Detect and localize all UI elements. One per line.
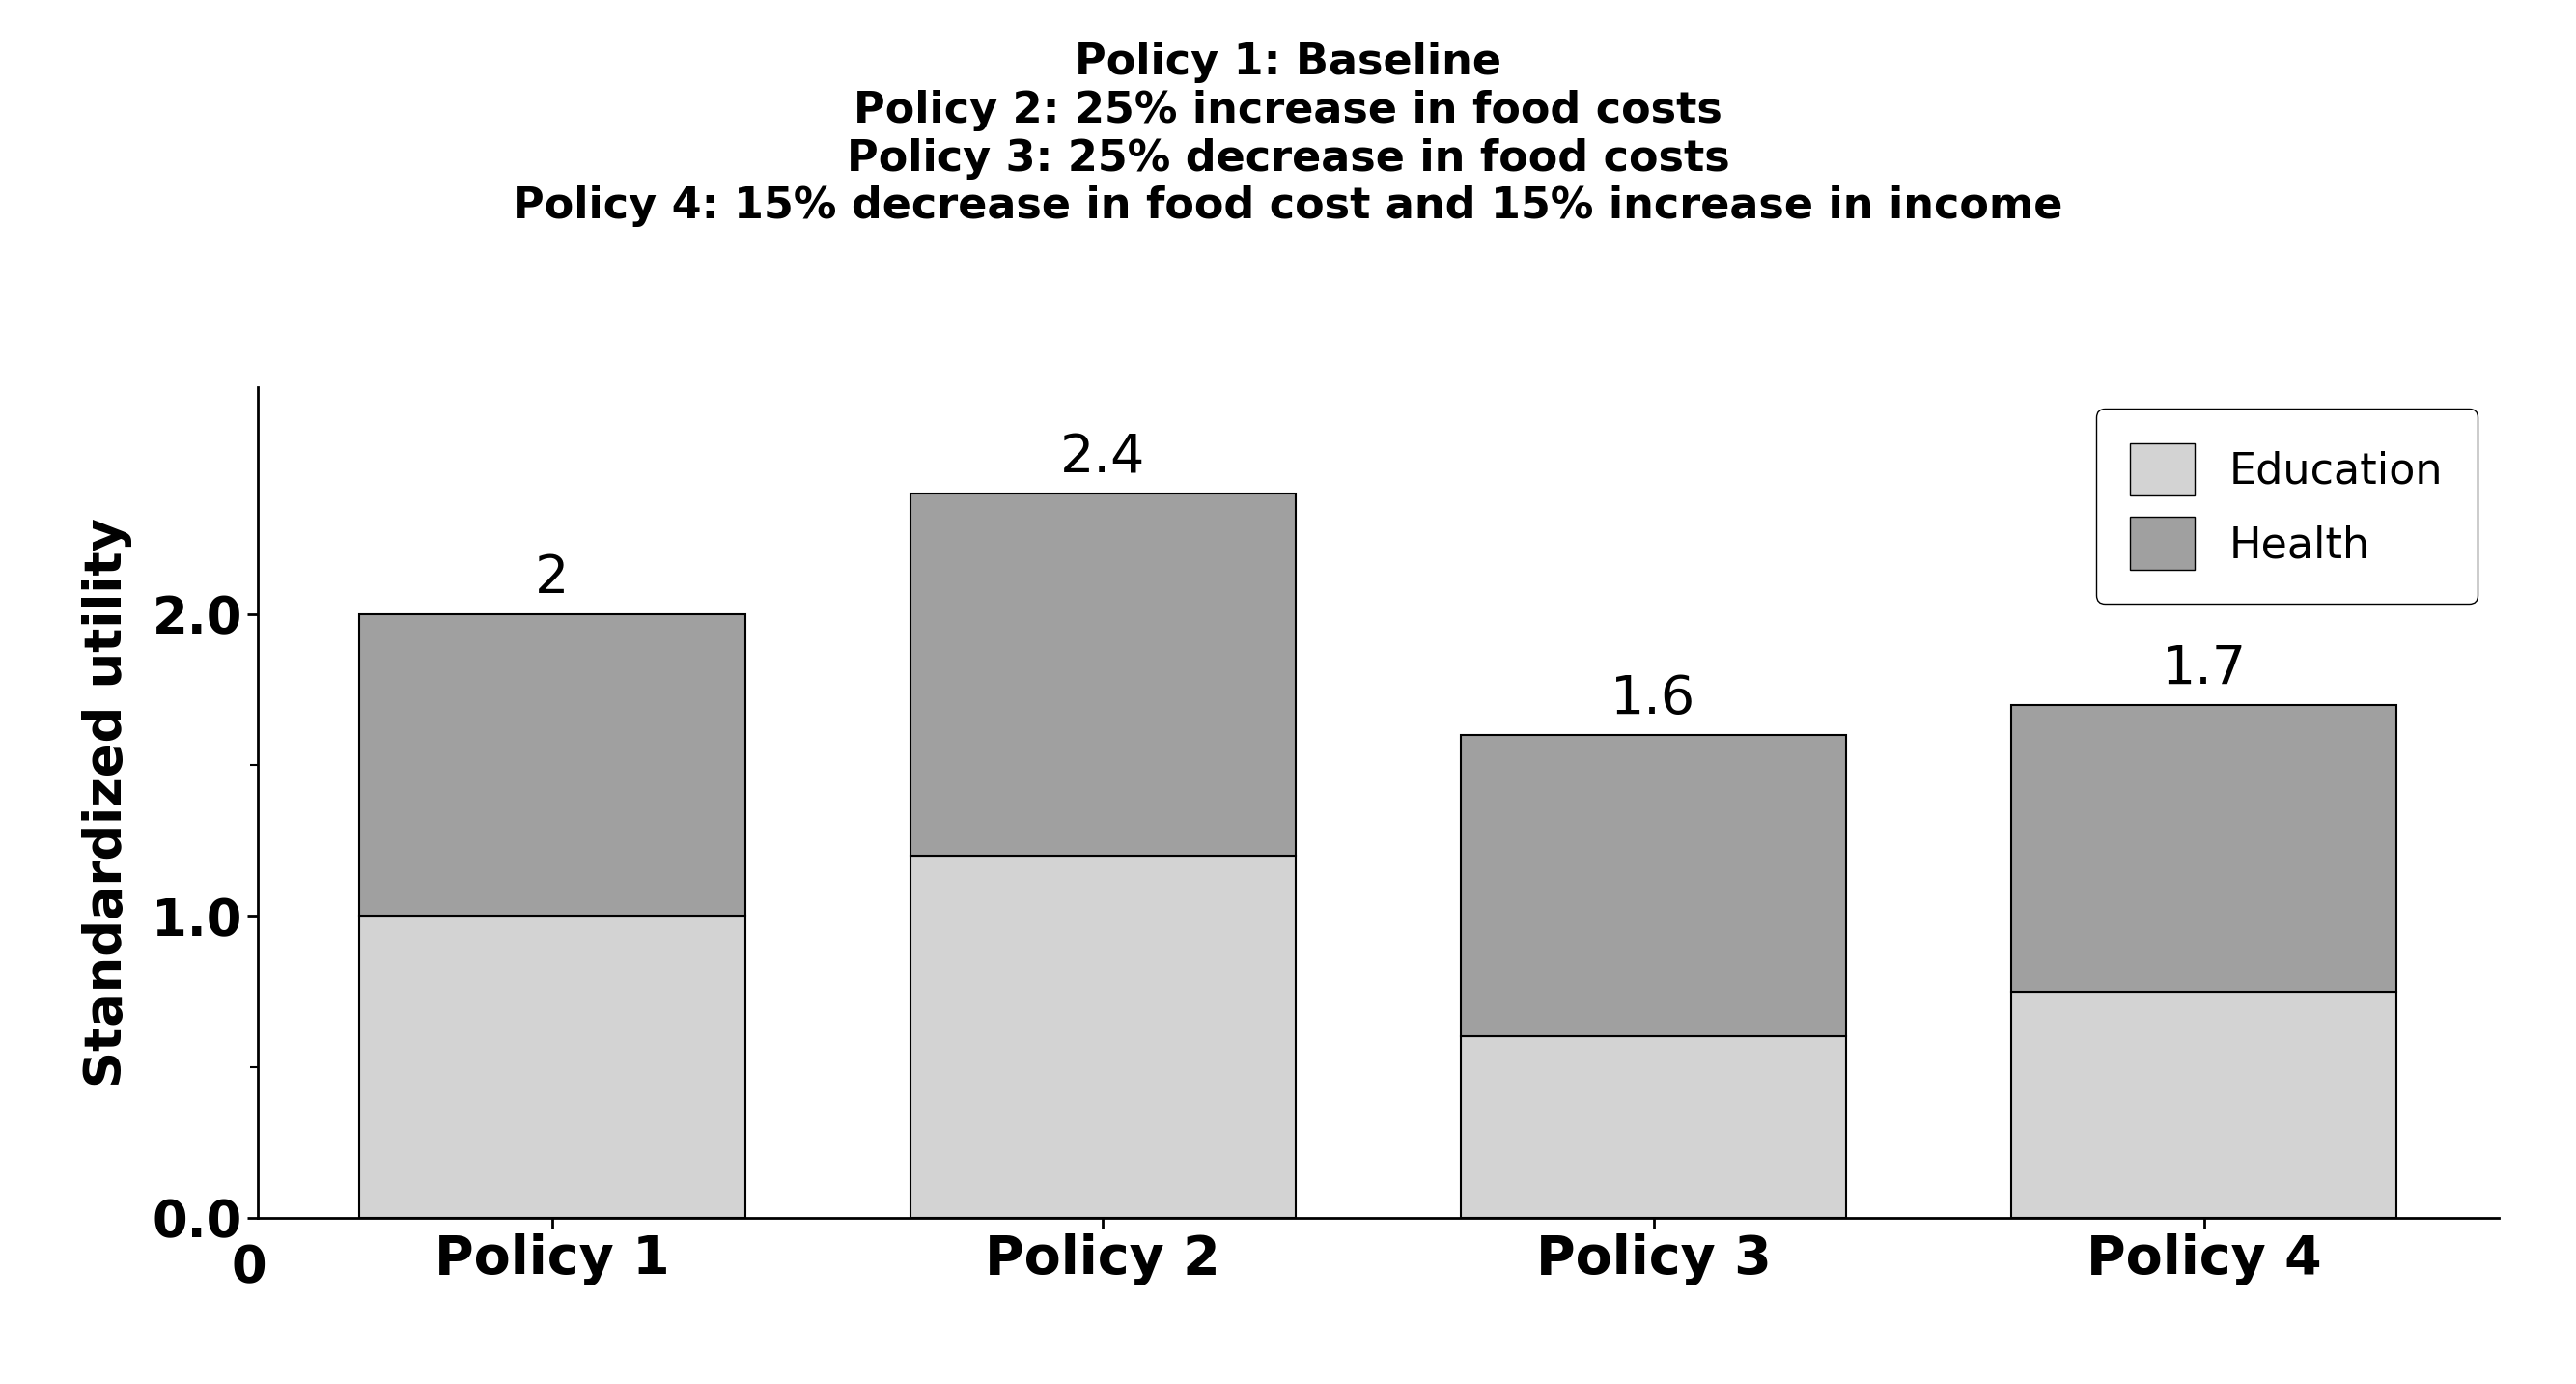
Bar [1461, 1037, 1847, 1218]
Text: 0: 0 [232, 1243, 268, 1293]
Text: 2.4: 2.4 [1061, 432, 1146, 484]
Bar [2012, 704, 2396, 991]
Bar [2012, 991, 2396, 1218]
Text: 1.7: 1.7 [2161, 644, 2246, 696]
Bar [361, 916, 744, 1218]
Text: 1.6: 1.6 [1610, 674, 1695, 725]
Legend: Education, Health: Education, Health [2097, 410, 2478, 603]
Y-axis label: Standardized utility: Standardized utility [82, 518, 131, 1088]
Bar [909, 493, 1296, 855]
Bar [361, 614, 744, 916]
Bar [909, 855, 1296, 1218]
Text: 2: 2 [536, 552, 569, 605]
Bar [1461, 735, 1847, 1037]
Text: Policy 1: Baseline
Policy 2: 25% increase in food costs
Policy 3: 25% decrease i: Policy 1: Baseline Policy 2: 25% increas… [513, 42, 2063, 227]
